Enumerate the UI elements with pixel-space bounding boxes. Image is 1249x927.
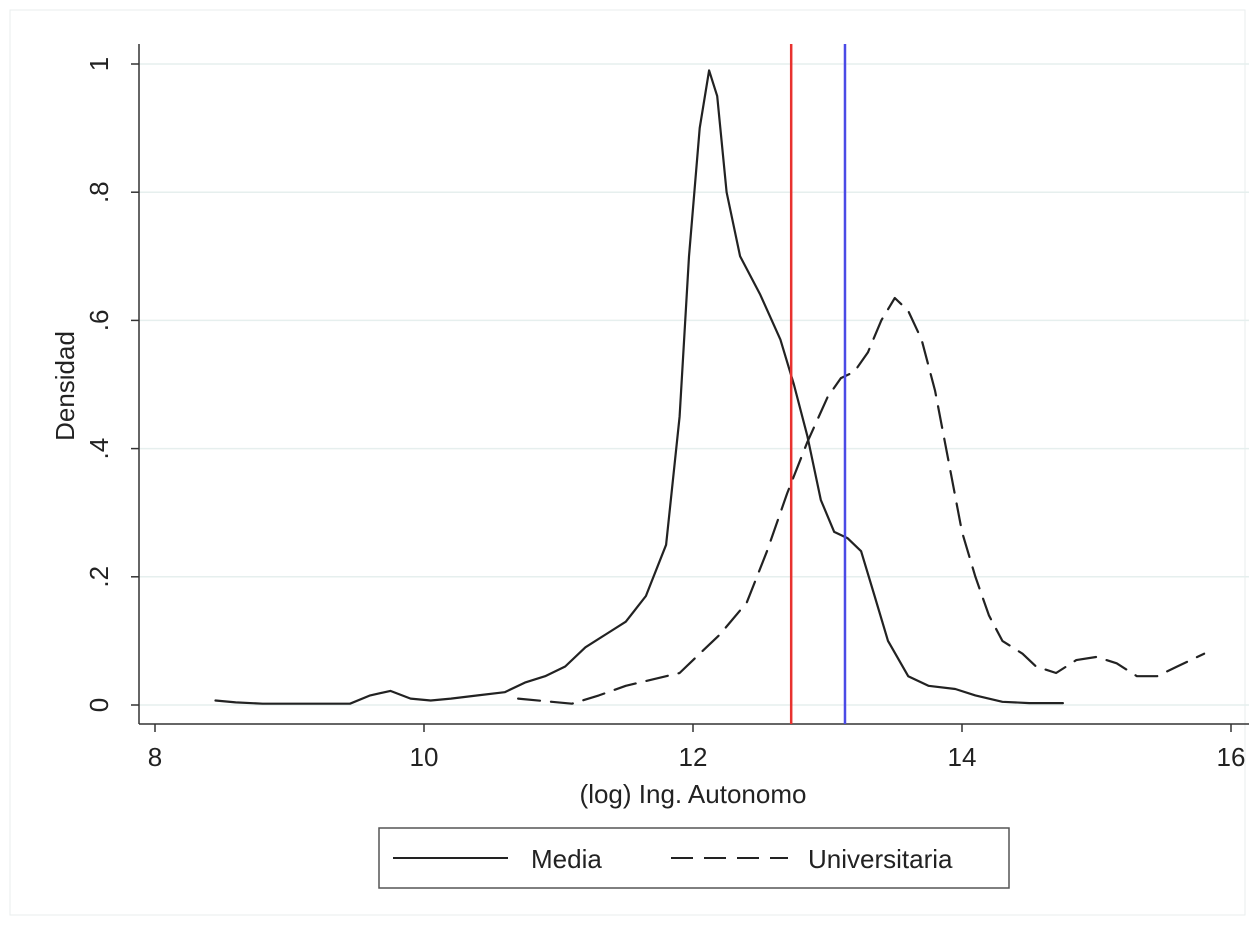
axes-layer — [138, 44, 1249, 725]
y-tick-label: .4 — [84, 438, 114, 460]
y-axis-label: Densidad — [50, 331, 80, 441]
x-tick-label: 14 — [948, 742, 977, 772]
y-tick-label: .8 — [84, 181, 114, 203]
series-line-media — [214, 69, 1064, 705]
legend: Media Universitaria — [378, 827, 1010, 889]
y-tick-label: 0 — [84, 698, 114, 712]
series-layer — [214, 69, 1206, 705]
series-line-universitaria — [517, 296, 1206, 705]
chart-background — [9, 9, 1246, 916]
legend-label-media: Media — [531, 844, 602, 874]
x-ticks-layer: 8 10 12 14 16 — [148, 724, 1246, 772]
x-tick-label: 12 — [679, 742, 708, 772]
y-ticks-layer: 0 .2 .4 .6 .8 1 — [84, 57, 139, 712]
x-axis-label: (log) Ing. Autonomo — [580, 779, 807, 809]
x-tick-label: 16 — [1217, 742, 1246, 772]
y-tick-label: .6 — [84, 310, 114, 332]
legend-label-universitaria: Universitaria — [808, 844, 953, 874]
vertical-lines-layer — [789, 44, 847, 724]
x-tick-label: 10 — [410, 742, 439, 772]
y-tick-label: .2 — [84, 566, 114, 588]
y-tick-label: 1 — [84, 57, 114, 71]
x-tick-label: 8 — [148, 742, 162, 772]
